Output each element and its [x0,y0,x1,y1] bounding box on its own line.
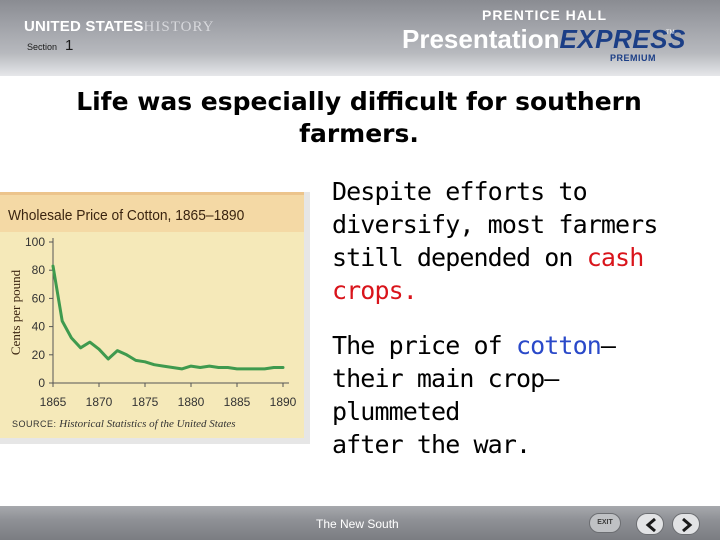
previous-slide-button[interactable] [636,513,664,535]
product-tier-label: PREMIUM [610,53,656,63]
paragraph-period: . [402,276,418,305]
y-tick-label: 60 [32,291,46,305]
cotton-price-line [51,264,285,371]
paragraph-line: still depended on cash [332,241,657,274]
y-axis-label: Cents per pound [8,269,23,355]
header-bar: UNITED STATESHISTORY Section 1 PRENTICE … [0,0,720,76]
highlight-cash: cash [586,243,645,272]
exit-button[interactable]: EXIT [589,513,621,533]
product-logo: PresentationEXPRESS [402,24,686,55]
paragraph-line: crops. [332,274,657,307]
y-tick-label: 0 [38,376,45,390]
chart-source: SOURCE: Historical Statistics of the Uni… [12,418,236,430]
chart-source-key: SOURCE: [12,419,57,429]
paragraph-line: The price of cotton— [332,329,616,362]
highlight-cotton: cotton [515,331,602,360]
body-paragraph-1: Despite efforts to diversify, most farme… [332,175,658,307]
x-tick-label: 1870 [86,395,113,409]
x-tick-label: 1885 [224,395,251,409]
y-tick-label: 80 [32,263,46,277]
paragraph-line: their main crop— [332,364,559,393]
paragraph-line: diversify, most farmers [332,210,658,239]
publisher-label: PRENTICE HALL [482,7,607,23]
footer-chapter-label: The New South [316,517,399,531]
next-slide-button[interactable] [672,513,700,535]
section-label: Section [27,42,58,52]
trademark-mark: TM [666,30,675,36]
body-paragraph-2: The price of cotton— their main crop— pl… [332,329,616,461]
chevron-right-icon [682,518,693,532]
paragraph-dash: — [600,331,616,360]
brand-history-text: HISTORY [143,19,215,35]
chart-title: Wholesale Price of Cotton, 1865–1890 [8,207,245,224]
slide-title: Life was especially difficult for southe… [76,87,642,148]
paragraph-line: plummeted [332,397,460,426]
chevron-left-icon [645,518,656,532]
section-number: 1 [65,37,74,54]
y-tick-label: 40 [32,320,46,334]
highlight-crops: crops [332,276,404,305]
paragraph-text: still depended on [332,243,587,272]
brand-logo: UNITED STATESHISTORY [24,18,214,36]
footer-bar: The New South EXIT [0,506,720,540]
x-tick-label: 1875 [132,395,159,409]
cotton-price-chart: 0 20 40 60 80 100 1865 1870 1875 1880 1885 1890 Cent… [8,235,297,409]
chart-card: Wholesale Price of Cotton, 1865–1890 0 20… [0,192,310,444]
chart-header: Wholesale Price of Cotton, 1865–1890 [0,192,304,232]
y-tick-label: 20 [32,348,46,362]
x-tick-label: 1890 [270,395,297,409]
paragraph-text: The price of [332,331,516,360]
paragraph-line: Despite efforts to [332,177,588,206]
x-tick-label: 1865 [40,395,67,409]
product-presentation-text: Presentation [402,24,560,54]
product-express-text: EXPRESS [559,24,686,54]
x-tick-label: 1880 [178,395,205,409]
y-tick-label: 100 [25,235,45,249]
brand-us-text: UNITED STATES [24,18,144,35]
paragraph-line: after the war. [332,430,531,459]
chart-source-value: Historical Statistics of the United Stat… [59,418,236,430]
